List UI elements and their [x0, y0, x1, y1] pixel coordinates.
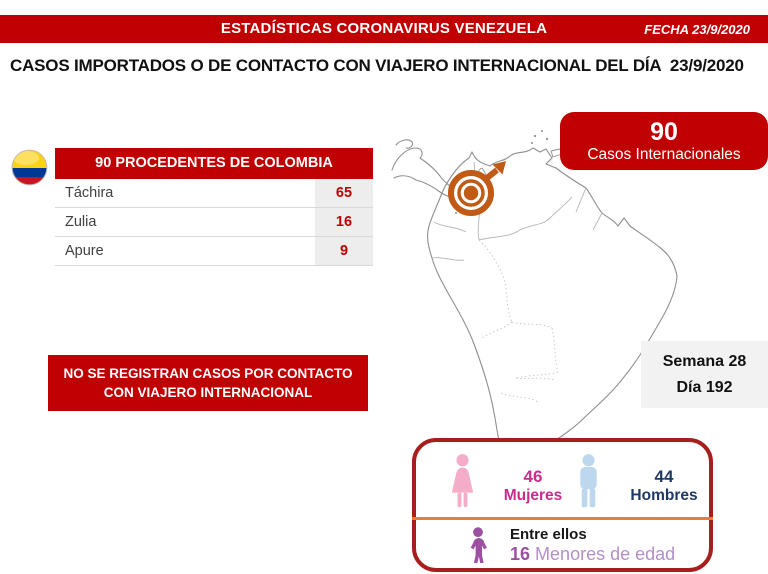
child-icon	[470, 527, 487, 563]
men-count: 44	[654, 467, 674, 486]
top-banner: ESTADÍSTICAS CORONAVIRUS VENEZUELA FECHA…	[0, 15, 768, 43]
south-america-map	[391, 130, 678, 458]
notice-line-1: NO SE REGISTRAN CASOS POR CONTACTO	[63, 366, 353, 381]
outbreak-location-marker-icon	[448, 161, 506, 216]
notice-line-2: CON VIAJERO INTERNACIONAL	[103, 385, 313, 400]
table-row: Apure 9	[55, 237, 373, 266]
state-cases: 16	[313, 208, 373, 236]
international-cases-box: 90 Casos Internacionales	[560, 112, 768, 170]
table-row: Zulia 16	[55, 208, 373, 237]
international-cases-count: 90	[650, 117, 678, 146]
men-label: Hombres	[630, 487, 698, 504]
colombia-cases-table: 90 PROCEDENTES DE COLOMBIA Táchira 65 Zu…	[55, 148, 373, 266]
state-cases: 65	[313, 179, 373, 207]
international-cases-label: Casos Internacionales	[587, 145, 741, 163]
demographics-box: 46 Mujeres 44 Hombres Entre ellos	[412, 438, 713, 572]
banner-title: ESTADÍSTICAS CORONAVIRUS VENEZUELA	[220, 20, 548, 37]
state-name: Táchira	[65, 185, 114, 201]
man-icon	[580, 454, 597, 508]
banner-date: FECHA 23/9/2020	[644, 22, 750, 37]
women-stat: 46 Mujeres	[490, 467, 576, 505]
minors-stat: Entre ellos 16 Menores de edad	[510, 526, 675, 565]
minors-count: 16	[510, 544, 531, 564]
men-stat: 44 Hombres	[618, 467, 710, 505]
colombia-table-header: 90 PROCEDENTES DE COLOMBIA	[55, 148, 373, 179]
no-contact-cases-notice: NO SE REGISTRAN CASOS POR CONTACTO CON V…	[48, 355, 368, 411]
day-label: Día 192	[676, 378, 733, 396]
state-name: Apure	[65, 243, 104, 259]
state-name: Zulia	[65, 214, 97, 230]
minors-line: 16 Menores de edad	[510, 544, 675, 565]
woman-icon	[451, 454, 474, 508]
week-label: Semana 28	[662, 352, 747, 370]
page-title: CASOS IMPORTADOS O DE CONTACTO CON VIAJE…	[10, 56, 744, 75]
state-cases: 9	[313, 237, 373, 265]
women-label: Mujeres	[503, 487, 563, 504]
minors-label: Menores de edad	[535, 544, 676, 564]
demographics-divider	[412, 517, 713, 520]
colombia-flag-icon	[11, 149, 48, 186]
period-box: Semana 28 Día 192	[641, 341, 768, 408]
minors-intro: Entre ellos	[510, 526, 587, 543]
women-count: 46	[523, 467, 543, 486]
table-row: Táchira 65	[55, 179, 373, 208]
